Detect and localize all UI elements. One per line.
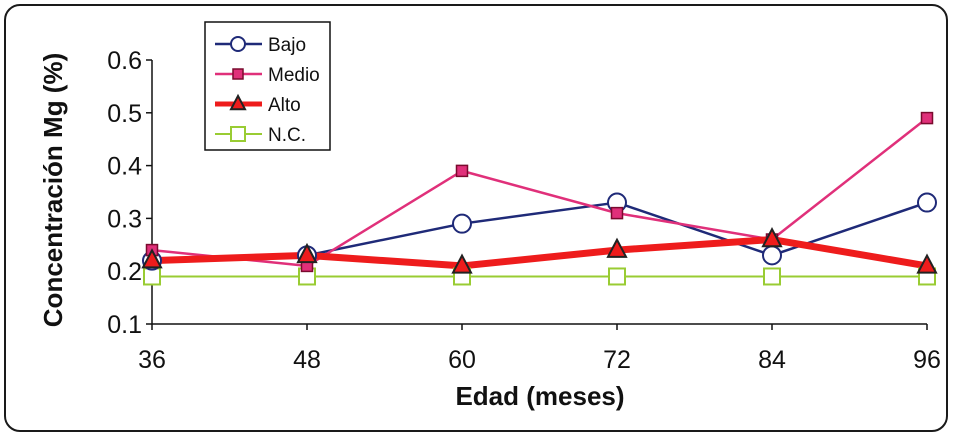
data-point	[610, 206, 624, 220]
series-line	[151, 236, 928, 270]
legend-item-medio: Medio	[215, 65, 320, 86]
legend-swatch-marker	[230, 126, 246, 142]
x-tick-label: 60	[448, 346, 476, 374]
legend-item-nc: N.C.	[215, 125, 306, 146]
data-point	[762, 245, 782, 266]
series-line	[151, 201, 928, 262]
data-point	[608, 267, 626, 286]
y-tick-label: 0.2	[107, 258, 142, 286]
legend-label: N.C.	[268, 125, 306, 146]
data-point	[761, 227, 783, 248]
chart-frame	[4, 4, 948, 432]
data-point	[451, 253, 473, 274]
series-layer	[141, 111, 938, 286]
data-point	[763, 267, 781, 286]
data-point	[452, 213, 472, 234]
x-tick-label: 96	[913, 346, 941, 374]
data-point	[296, 242, 318, 264]
legend-swatch-marker	[232, 68, 244, 80]
legend-item-bajo: Bajo	[215, 35, 306, 56]
legend-label: Alto	[268, 95, 301, 116]
data-point	[143, 267, 161, 286]
y-axis-title: Concentración Mg (%)	[38, 53, 68, 327]
series-alto-group	[151, 236, 928, 270]
x-tick-label: 72	[603, 346, 631, 374]
y-tick-label: 0.1	[107, 311, 142, 339]
y-tick-label: 0.5	[107, 100, 142, 128]
data-point	[920, 111, 934, 125]
data-point	[606, 237, 628, 258]
y-tick-label: 0.3	[107, 205, 142, 233]
x-tick-label: 48	[293, 346, 321, 374]
legend-swatch-marker	[229, 93, 247, 111]
y-tick-label: 0.6	[107, 47, 142, 75]
x-tick-label: 36	[138, 346, 166, 374]
series-medio-group	[151, 117, 928, 268]
tick-labels: 0.1 0.2 0.3 0.4 0.5 0.6 36 48 60 72 84 96	[107, 47, 941, 374]
x-tick-label: 84	[758, 346, 786, 374]
series-markers-alto	[141, 227, 938, 274]
legend-item-alto: Alto	[215, 93, 301, 116]
data-point	[141, 248, 163, 269]
data-point	[916, 253, 938, 274]
legend: Bajo Medio Alto N.C.	[204, 21, 331, 151]
series-bajo-group	[151, 201, 928, 262]
series-line	[151, 117, 928, 268]
y-tick-label: 0.4	[107, 153, 142, 181]
legend-label: Bajo	[268, 35, 306, 56]
data-point	[917, 192, 937, 213]
x-axis-title: Edad (meses)	[455, 381, 624, 411]
data-point	[455, 164, 469, 178]
legend-label: Medio	[268, 65, 320, 86]
legend-swatch-marker	[230, 36, 246, 52]
